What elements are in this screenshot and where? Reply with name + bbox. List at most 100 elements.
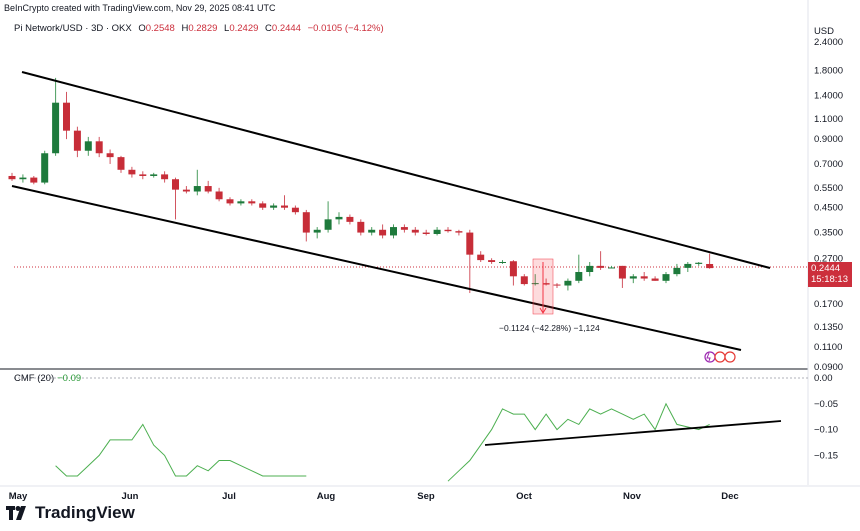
candle-body[interactable] (128, 169, 136, 175)
candle-body[interactable] (368, 229, 376, 233)
lightning-event-icon[interactable] (704, 351, 716, 363)
candle-body[interactable] (531, 283, 539, 285)
candle-body[interactable] (259, 203, 267, 208)
candles-layer (8, 77, 714, 294)
candle-body[interactable] (509, 261, 517, 277)
symbol-name[interactable]: Pi Network/USD · 3D · OKX (14, 23, 132, 34)
candle-body[interactable] (106, 153, 114, 158)
open-value: 0.2548 (145, 23, 175, 34)
cmf-line[interactable] (55, 402, 710, 482)
candle-body[interactable] (422, 232, 430, 234)
low-label: L (224, 23, 230, 34)
candle-body[interactable] (139, 174, 147, 176)
candle-body[interactable] (575, 271, 583, 281)
candle-body[interactable] (651, 278, 659, 281)
price-axis: 2.4000 1.8000 1.4000 1.1000 0.9000 0.7000 0.55… (814, 37, 843, 373)
candle-body[interactable] (8, 175, 16, 180)
flag-event-icon[interactable] (714, 351, 726, 363)
candle-body[interactable] (586, 265, 594, 272)
candle-body[interactable] (488, 260, 496, 262)
candle-body[interactable] (161, 174, 169, 180)
candle-body[interactable] (193, 186, 201, 192)
price-tick-label: 0.7000 (814, 159, 843, 170)
candle-body[interactable] (629, 276, 637, 279)
price-tag-countdown: 15:18:13 (811, 274, 848, 285)
date-tick-label: Aug (317, 491, 336, 502)
candle-body[interactable] (215, 191, 223, 200)
candle-body[interactable] (411, 229, 419, 233)
tradingview-icon (6, 506, 26, 520)
flag-event-icon-2[interactable] (724, 351, 736, 363)
price-tick-label: 0.5500 (814, 183, 843, 194)
cmf-legend[interactable]: CMF (20) −0.09 (14, 373, 81, 384)
price-tick-label: 1.4000 (814, 90, 843, 101)
candle-body[interactable] (291, 207, 299, 213)
candle-body[interactable] (226, 199, 234, 204)
lower-trendline[interactable] (11, 185, 742, 351)
candle-body[interactable] (618, 265, 626, 279)
close-value: 0.2444 (271, 23, 301, 34)
candle-body[interactable] (172, 179, 179, 190)
candle-body[interactable] (335, 216, 343, 220)
candle-body[interactable] (695, 262, 703, 264)
candle-body[interactable] (281, 205, 288, 208)
cmf-name: CMF (20) (14, 373, 55, 384)
candle-body[interactable] (542, 283, 550, 285)
candle-body[interactable] (520, 276, 528, 285)
price-tick-label: 2.4000 (814, 37, 843, 48)
high-value: 0.2829 (188, 23, 218, 34)
candle-body[interactable] (379, 229, 387, 236)
candle-body[interactable] (84, 141, 92, 151)
price-tick-label: 1.1000 (814, 114, 843, 125)
date-tick-label: May (9, 491, 28, 502)
candle-body[interactable] (30, 177, 38, 183)
candle-body[interactable] (706, 263, 714, 269)
event-icons[interactable] (704, 351, 736, 363)
date-tick-label: Dec (721, 491, 738, 502)
candle-body[interactable] (248, 201, 256, 204)
candle-body[interactable] (499, 261, 506, 263)
header-credit: BeInCrypto created with TradingView.com,… (4, 3, 276, 13)
candle-body[interactable] (19, 177, 27, 180)
candle-body[interactable] (237, 201, 245, 204)
price-tick-label: 0.1350 (814, 322, 843, 333)
candle-body[interactable] (455, 231, 463, 233)
candle-body[interactable] (466, 232, 474, 255)
candle-body[interactable] (597, 265, 605, 268)
cmf-trendline[interactable] (484, 420, 782, 446)
candle-body[interactable] (390, 227, 397, 236)
candle-body[interactable] (444, 229, 452, 232)
price-tick-label: 0.1700 (814, 299, 843, 310)
candle-body[interactable] (117, 157, 125, 170)
upper-trendline[interactable] (21, 71, 771, 269)
candle-body[interactable] (564, 280, 572, 286)
candle-body[interactable] (95, 141, 103, 154)
candle-body[interactable] (400, 227, 408, 230)
candle-body[interactable] (150, 174, 158, 176)
currency-label[interactable]: USD (813, 26, 834, 37)
candle-body[interactable] (640, 276, 648, 279)
candle-body[interactable] (433, 229, 441, 234)
candle-body[interactable] (302, 212, 310, 233)
tradingview-logo[interactable]: TradingView (6, 503, 135, 523)
close-label: C (265, 23, 272, 34)
candle-body[interactable] (313, 229, 321, 233)
candle-body[interactable] (52, 102, 60, 154)
candle-body[interactable] (357, 221, 365, 233)
candle-body[interactable] (553, 284, 561, 286)
candle-body[interactable] (41, 153, 49, 183)
candle-body[interactable] (662, 274, 670, 281)
candle-body[interactable] (182, 189, 190, 192)
measure-label: −0.1124 (−42.28%) −1,124 (499, 323, 600, 333)
candle-body[interactable] (673, 267, 681, 275)
candle-body[interactable] (63, 102, 70, 131)
candle-body[interactable] (684, 263, 692, 268)
candle-body[interactable] (346, 216, 354, 222)
candle-body[interactable] (608, 267, 615, 269)
candle-body[interactable] (270, 205, 278, 208)
candle-body[interactable] (73, 130, 81, 151)
candle-body[interactable] (324, 219, 332, 230)
candle-body[interactable] (477, 254, 485, 261)
candle-body[interactable] (204, 186, 212, 192)
